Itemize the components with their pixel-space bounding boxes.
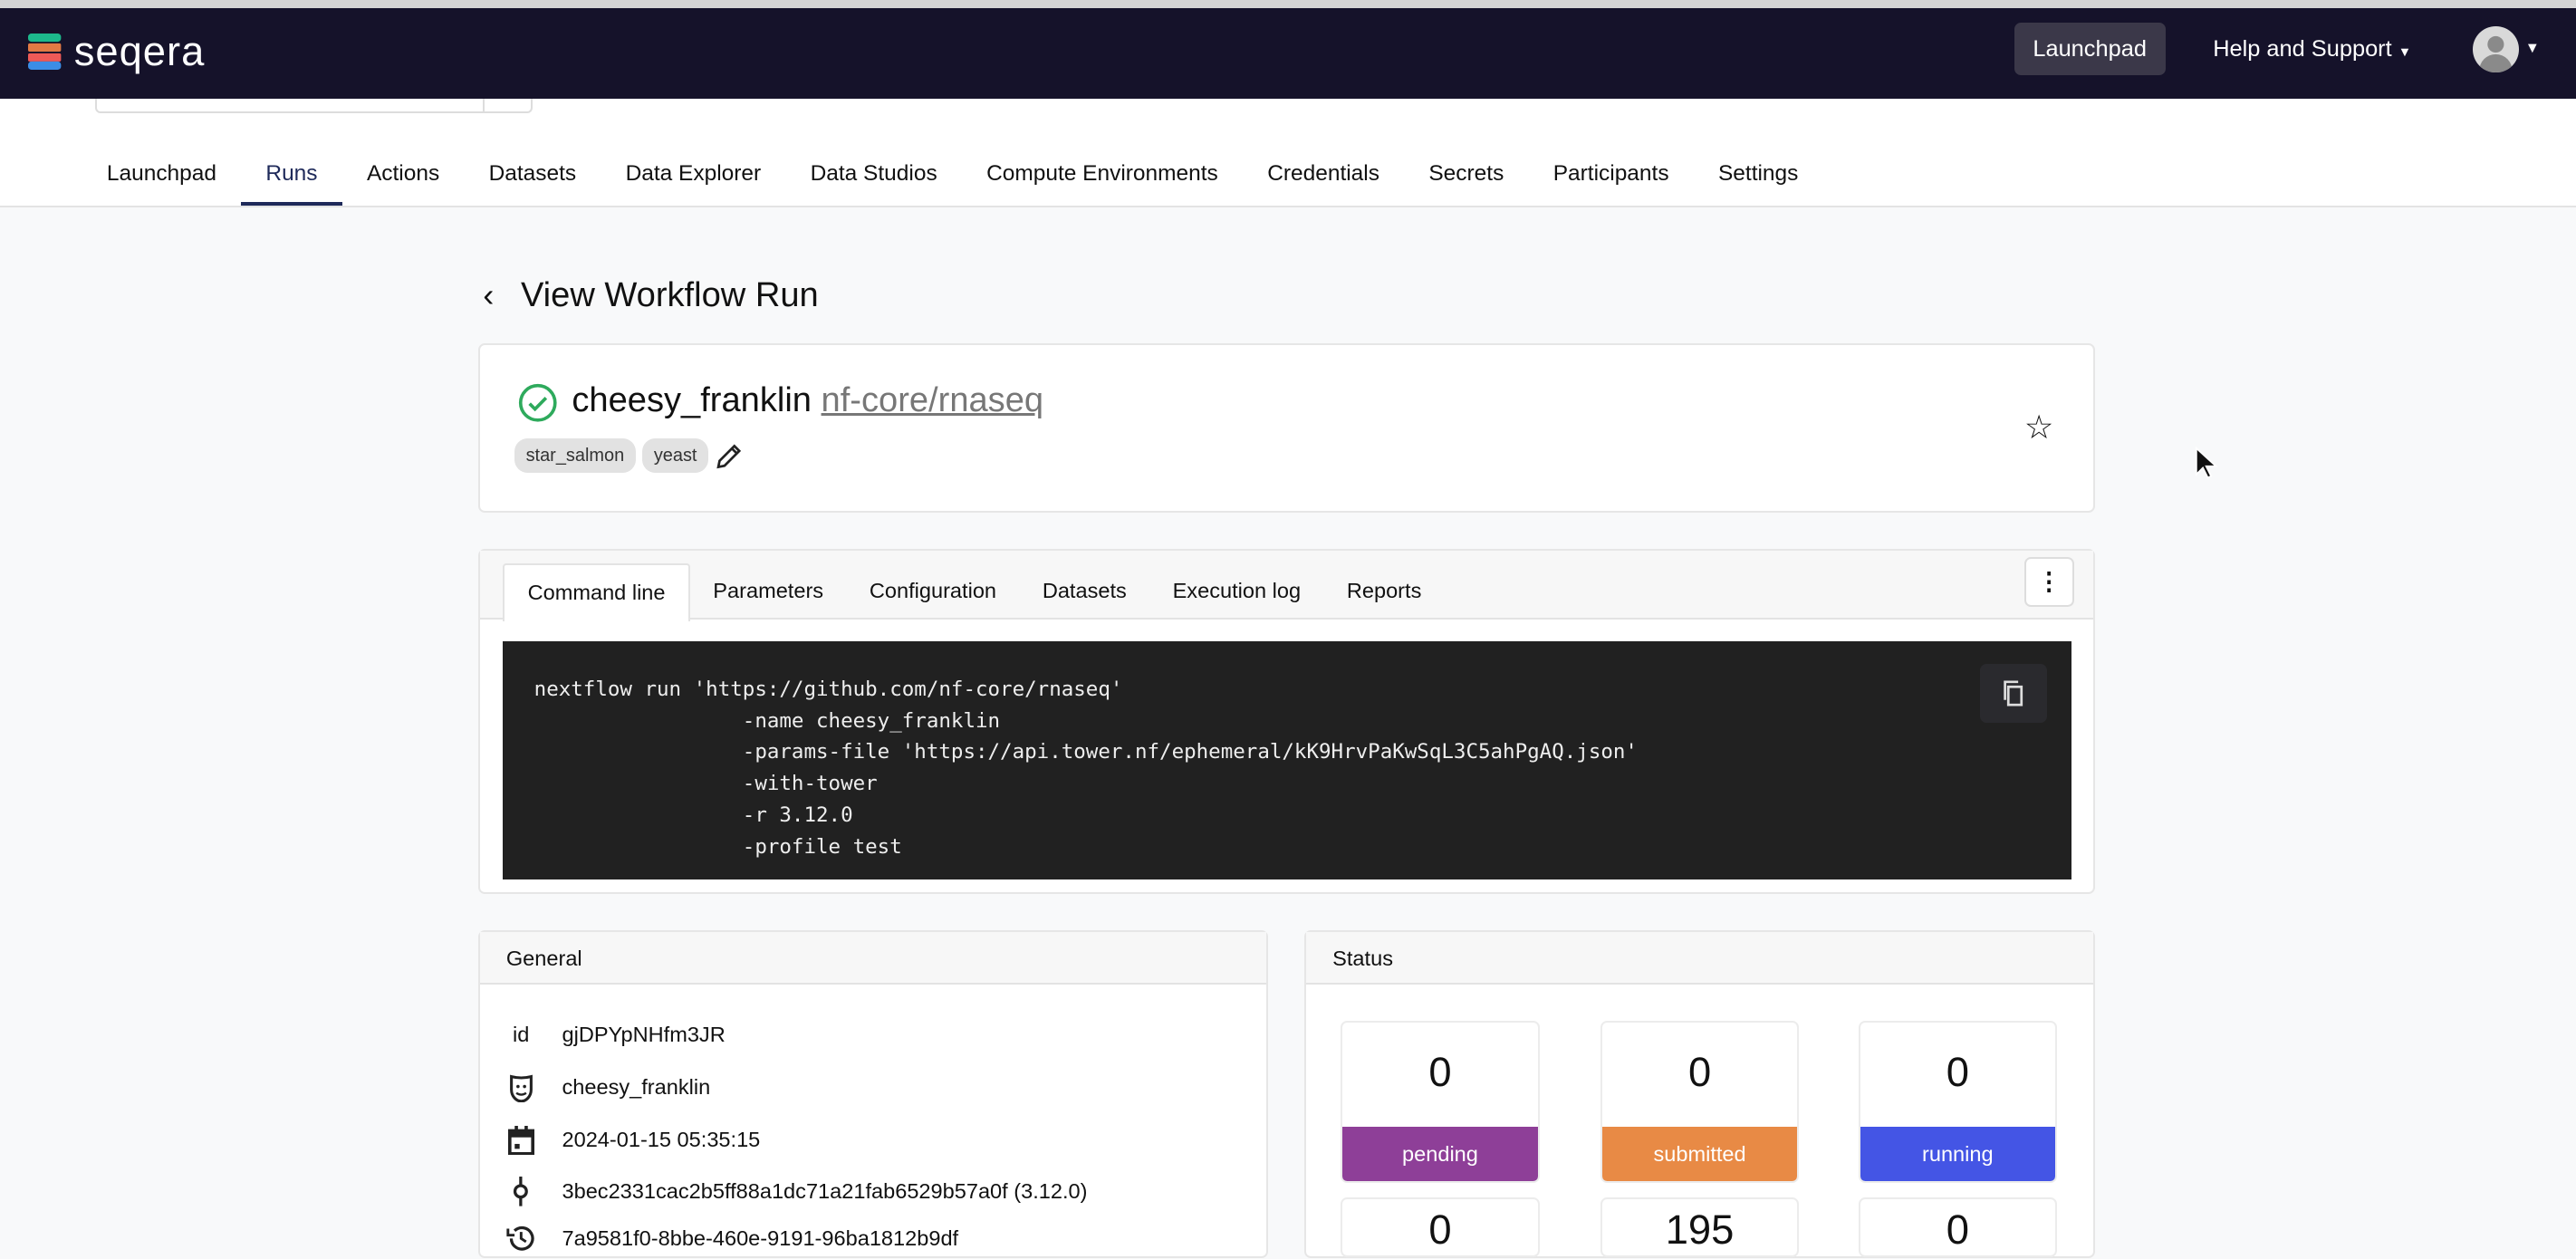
navbar: seqera Launchpad Help and Support ▼ ▼	[0, 8, 2576, 99]
run-name: cheesy_franklin	[572, 380, 812, 419]
commit-icon	[506, 1176, 536, 1206]
status-label: pending	[1342, 1127, 1538, 1182]
session-id: 7a9581f0-8bbe-460e-9191-96ba1812b9df	[562, 1226, 959, 1251]
help-and-support-menu[interactable]: Help and Support ▼	[2213, 36, 2411, 62]
general-panel: General id gjDPYpNHfm3JR cheesy_franklin …	[477, 929, 1269, 1259]
status-title: Status	[1306, 931, 2093, 985]
copy-icon	[2004, 680, 2023, 706]
status-panel: Status 0 pending 0 submitted 0 running 0 195 0	[1304, 929, 2095, 1259]
label-badge: yeast	[642, 438, 709, 473]
tab-secrets[interactable]: Secrets	[1428, 160, 1504, 186]
history-icon	[506, 1224, 536, 1254]
pipeline-link[interactable]: nf-core/rnaseq	[821, 380, 1044, 419]
details-tab-bar: Command line Parameters Configuration Datas…	[479, 550, 2093, 621]
status-label: running	[1860, 1127, 2056, 1182]
tab-settings[interactable]: Settings	[1717, 160, 1799, 186]
back-chevron-icon[interactable]: ‹	[483, 275, 495, 313]
tab-data-explorer[interactable]: Data Explorer	[625, 160, 762, 186]
tab-parameters[interactable]: Parameters	[713, 578, 824, 602]
more-options-button[interactable]: ⋮	[2023, 557, 2074, 607]
tab-runs[interactable]: Runs	[241, 161, 342, 206]
tab-datasets[interactable]: Datasets	[488, 160, 577, 186]
workspace-nav	[0, 98, 2576, 207]
start-date: 2024-01-15 05:35:15	[562, 1128, 761, 1152]
help-label: Help and Support	[2213, 35, 2392, 62]
label-badge: star_salmon	[514, 438, 636, 473]
star-icon[interactable]: ☆	[2023, 408, 2054, 446]
tab-reports[interactable]: Reports	[1346, 578, 1422, 602]
run-details-card: Command line Parameters Configuration Datas…	[477, 548, 2095, 894]
general-title: General	[479, 931, 1267, 985]
status-label: submitted	[1601, 1127, 1798, 1182]
calendar-icon	[506, 1125, 536, 1156]
browser-edge	[0, 0, 2576, 9]
status-tile-pending: 0 pending	[1341, 1020, 1540, 1184]
launchpad-button[interactable]: Launchpad	[2014, 23, 2166, 76]
page-title: View Workflow Run	[520, 275, 819, 314]
brand-name: seqera	[73, 27, 206, 74]
status-tile: 0	[1341, 1197, 1540, 1257]
logo[interactable]: seqera	[27, 27, 206, 75]
labels: star_salmon yeast	[514, 438, 745, 473]
tab-data-studios[interactable]: Data Studios	[810, 160, 937, 186]
status-tile-running: 0 running	[1858, 1020, 2058, 1184]
status-count: 0	[1687, 1048, 1712, 1095]
command-text: nextflow run 'https://github.com/nf-core…	[533, 677, 1638, 859]
tab-actions[interactable]: Actions	[366, 160, 440, 186]
workspace-tabs: Launchpad Runs Actions Datasets Data Explore…	[82, 161, 1823, 206]
commit-id: 3bec2331cac2b5ff88a1dc71a21fab6529b57a0f…	[562, 1178, 1088, 1203]
mask-icon	[506, 1073, 536, 1103]
tab-command-line[interactable]: Command line	[503, 563, 690, 621]
tab-launchpad[interactable]: Launchpad	[106, 160, 216, 186]
status-tile: 0	[1858, 1197, 2058, 1257]
status-tile: 195	[1600, 1197, 1800, 1257]
run-name-value: cheesy_franklin	[562, 1075, 711, 1100]
pencil-icon[interactable]	[715, 441, 745, 471]
success-check-icon	[518, 383, 557, 422]
status-tile-submitted: 0 submitted	[1600, 1020, 1800, 1184]
tab-configuration[interactable]: Configuration	[869, 578, 997, 602]
copy-button[interactable]	[1979, 663, 2048, 724]
caret-down-icon[interactable]: ▼	[2524, 39, 2540, 56]
run-id: gjDPYpNHfm3JR	[562, 1023, 726, 1047]
tab-datasets[interactable]: Datasets	[1042, 578, 1127, 602]
run-header-card: cheesy_franklin nf-core/rnaseq star_salm…	[477, 343, 2095, 513]
tab-compute-environments[interactable]: Compute Environments	[986, 160, 1218, 186]
status-count: 0	[1946, 1206, 1969, 1253]
mouse-cursor-icon	[2196, 447, 2218, 480]
seqera-logo-icon	[27, 33, 62, 70]
status-count: 195	[1665, 1206, 1735, 1253]
tab-credentials[interactable]: Credentials	[1267, 160, 1379, 186]
status-count: 0	[1428, 1048, 1452, 1095]
user-icon	[2479, 35, 2513, 72]
command-block: nextflow run 'https://github.com/nf-core…	[503, 640, 2072, 879]
avatar[interactable]	[2472, 26, 2519, 72]
id-label: id	[512, 1023, 530, 1047]
status-count: 0	[1946, 1048, 1969, 1095]
tab-participants[interactable]: Participants	[1552, 160, 1669, 186]
workspace-selector[interactable]	[95, 98, 533, 114]
tab-execution-log[interactable]: Execution log	[1172, 578, 1302, 602]
caret-down-icon: ▼	[2398, 44, 2412, 60]
status-count: 0	[1428, 1206, 1452, 1253]
